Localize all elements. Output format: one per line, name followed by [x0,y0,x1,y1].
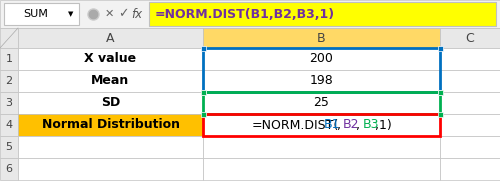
Text: ,1): ,1) [376,119,392,131]
Bar [0,158,18,180]
Text: B3: B3 [362,119,379,131]
Bar [203,92,440,114]
Bar [203,136,440,158]
Bar [440,136,500,158]
Bar [18,48,203,70]
Text: ✓: ✓ [118,8,128,20]
Bar [438,90,442,95]
Text: B: B [317,31,326,45]
Bar [438,90,442,95]
Text: =NORM.DIST(: =NORM.DIST( [252,119,339,131]
Bar [18,114,203,136]
Text: 3: 3 [6,98,12,108]
Text: 25: 25 [314,96,330,109]
Bar [200,90,205,95]
Bar [203,114,440,136]
Text: B2: B2 [343,119,359,131]
Bar [203,48,440,70]
Text: Normal Distribution: Normal Distribution [42,119,179,131]
Text: ,: , [356,119,360,131]
Bar [18,158,203,180]
Bar [4,3,79,25]
Text: 1: 1 [6,54,12,64]
Text: fx: fx [132,8,142,20]
Bar [149,2,496,26]
Bar [440,70,500,92]
Bar [18,28,203,48]
Bar [203,114,440,136]
Bar [18,92,203,114]
Bar [200,46,205,51]
Bar [203,48,440,92]
Bar [440,114,500,136]
Text: ,: , [336,119,340,131]
Text: 198: 198 [310,74,334,87]
Bar [0,0,500,28]
Bar [0,136,18,158]
Text: 5: 5 [6,142,12,152]
Bar [203,92,440,114]
Bar [440,48,500,70]
Text: X value: X value [84,52,136,65]
Bar [0,28,18,48]
Text: A: A [106,31,115,45]
Text: Mean: Mean [92,74,130,87]
Bar [203,70,440,92]
Bar [438,46,442,51]
Text: C: C [466,31,474,45]
Bar [0,92,18,114]
Text: B1: B1 [324,119,340,131]
Bar [0,114,18,136]
Text: 4: 4 [6,120,12,130]
Text: 200: 200 [310,52,334,65]
Bar [18,70,203,92]
Text: =NORM.DIST(B1,B2,B3,1): =NORM.DIST(B1,B2,B3,1) [155,8,335,20]
Text: ✕: ✕ [104,9,114,19]
Bar [438,112,442,117]
Bar [200,90,205,95]
Text: ▼: ▼ [68,11,73,17]
Bar [203,158,440,180]
Text: 2: 2 [6,76,12,86]
Bar [0,48,18,70]
Bar [0,70,18,92]
Text: SUM: SUM [23,9,48,19]
Text: SD: SD [101,96,120,109]
Bar [18,136,203,158]
Bar [440,28,500,48]
Bar [203,28,440,48]
Bar [440,158,500,180]
Bar [200,112,205,117]
Bar [440,92,500,114]
Text: 6: 6 [6,164,12,174]
